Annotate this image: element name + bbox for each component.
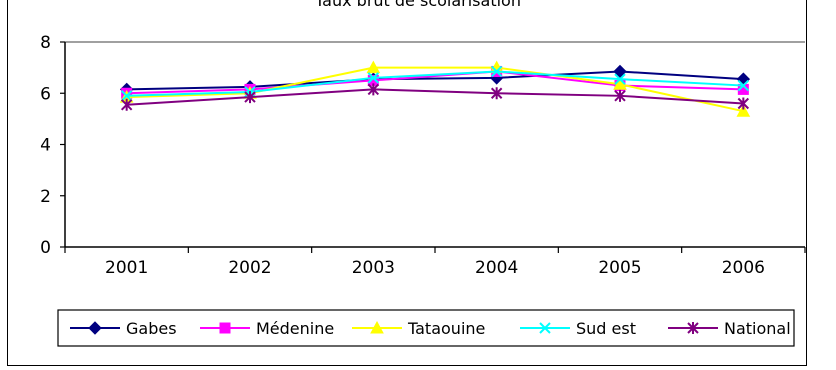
legend-marker-sud-est xyxy=(539,322,551,334)
y-tick-label: 8 xyxy=(40,33,51,53)
legend-marker-tataouine xyxy=(370,320,384,334)
series-line-m-denine xyxy=(126,70,744,95)
legend-marker-m-denine xyxy=(219,322,231,334)
series-line-national xyxy=(126,88,744,106)
legend-label-gabes: Gabes xyxy=(126,319,177,338)
data-point-national xyxy=(367,83,380,96)
x-axis: 2001 2002 2003 2004 2005 2006 xyxy=(64,246,806,278)
legend-label-national: National xyxy=(724,319,791,338)
chart-frame xyxy=(7,0,807,366)
data-point-national xyxy=(120,98,133,111)
x-tick-label: 2003 xyxy=(352,258,395,278)
legend-label-m-denine: Médenine xyxy=(256,319,334,338)
x-tick-label: 2002 xyxy=(228,258,271,278)
y-tick-label: 0 xyxy=(40,238,51,258)
legend-label-tataouine: Tataouine xyxy=(407,319,485,338)
data-point-national xyxy=(614,89,626,102)
data-point-gabes xyxy=(736,72,751,86)
data-point-sud-est xyxy=(367,72,380,84)
y-axis: 0 2 4 6 8 xyxy=(40,33,66,258)
legend-marker-gabes xyxy=(88,321,102,335)
x-tick-label: 2006 xyxy=(722,258,765,278)
x-tick-label: 2004 xyxy=(475,258,518,278)
series-line-gabes xyxy=(126,70,744,91)
legend-marker-national xyxy=(687,322,699,334)
data-point-sud-est xyxy=(490,65,503,78)
data-point-sud-est xyxy=(120,90,133,102)
x-tick-label: 2001 xyxy=(105,258,148,278)
legend: Gabes Médenine Tataouine Sud est National xyxy=(57,309,795,347)
data-point-national xyxy=(244,91,256,104)
chart-title: Taux brut de scolarisation xyxy=(315,0,521,10)
y-tick-label: 4 xyxy=(40,136,51,156)
legend-label-sud-est: Sud est xyxy=(576,319,636,338)
y-tick-label: 6 xyxy=(40,84,51,104)
series-layer xyxy=(119,60,751,117)
x-tick-label: 2005 xyxy=(598,258,641,278)
data-point-sud-est xyxy=(737,79,750,92)
series-line-sud-est xyxy=(126,70,744,97)
y-tick-label: 2 xyxy=(40,187,51,207)
data-point-national xyxy=(737,97,750,110)
series-line-tataouine xyxy=(126,66,744,113)
data-point-sud-est xyxy=(614,73,626,85)
data-point-national xyxy=(490,87,503,100)
data-point-tataouine xyxy=(366,60,381,74)
data-point-tataouine xyxy=(613,77,627,90)
data-point-tataouine xyxy=(736,104,751,117)
